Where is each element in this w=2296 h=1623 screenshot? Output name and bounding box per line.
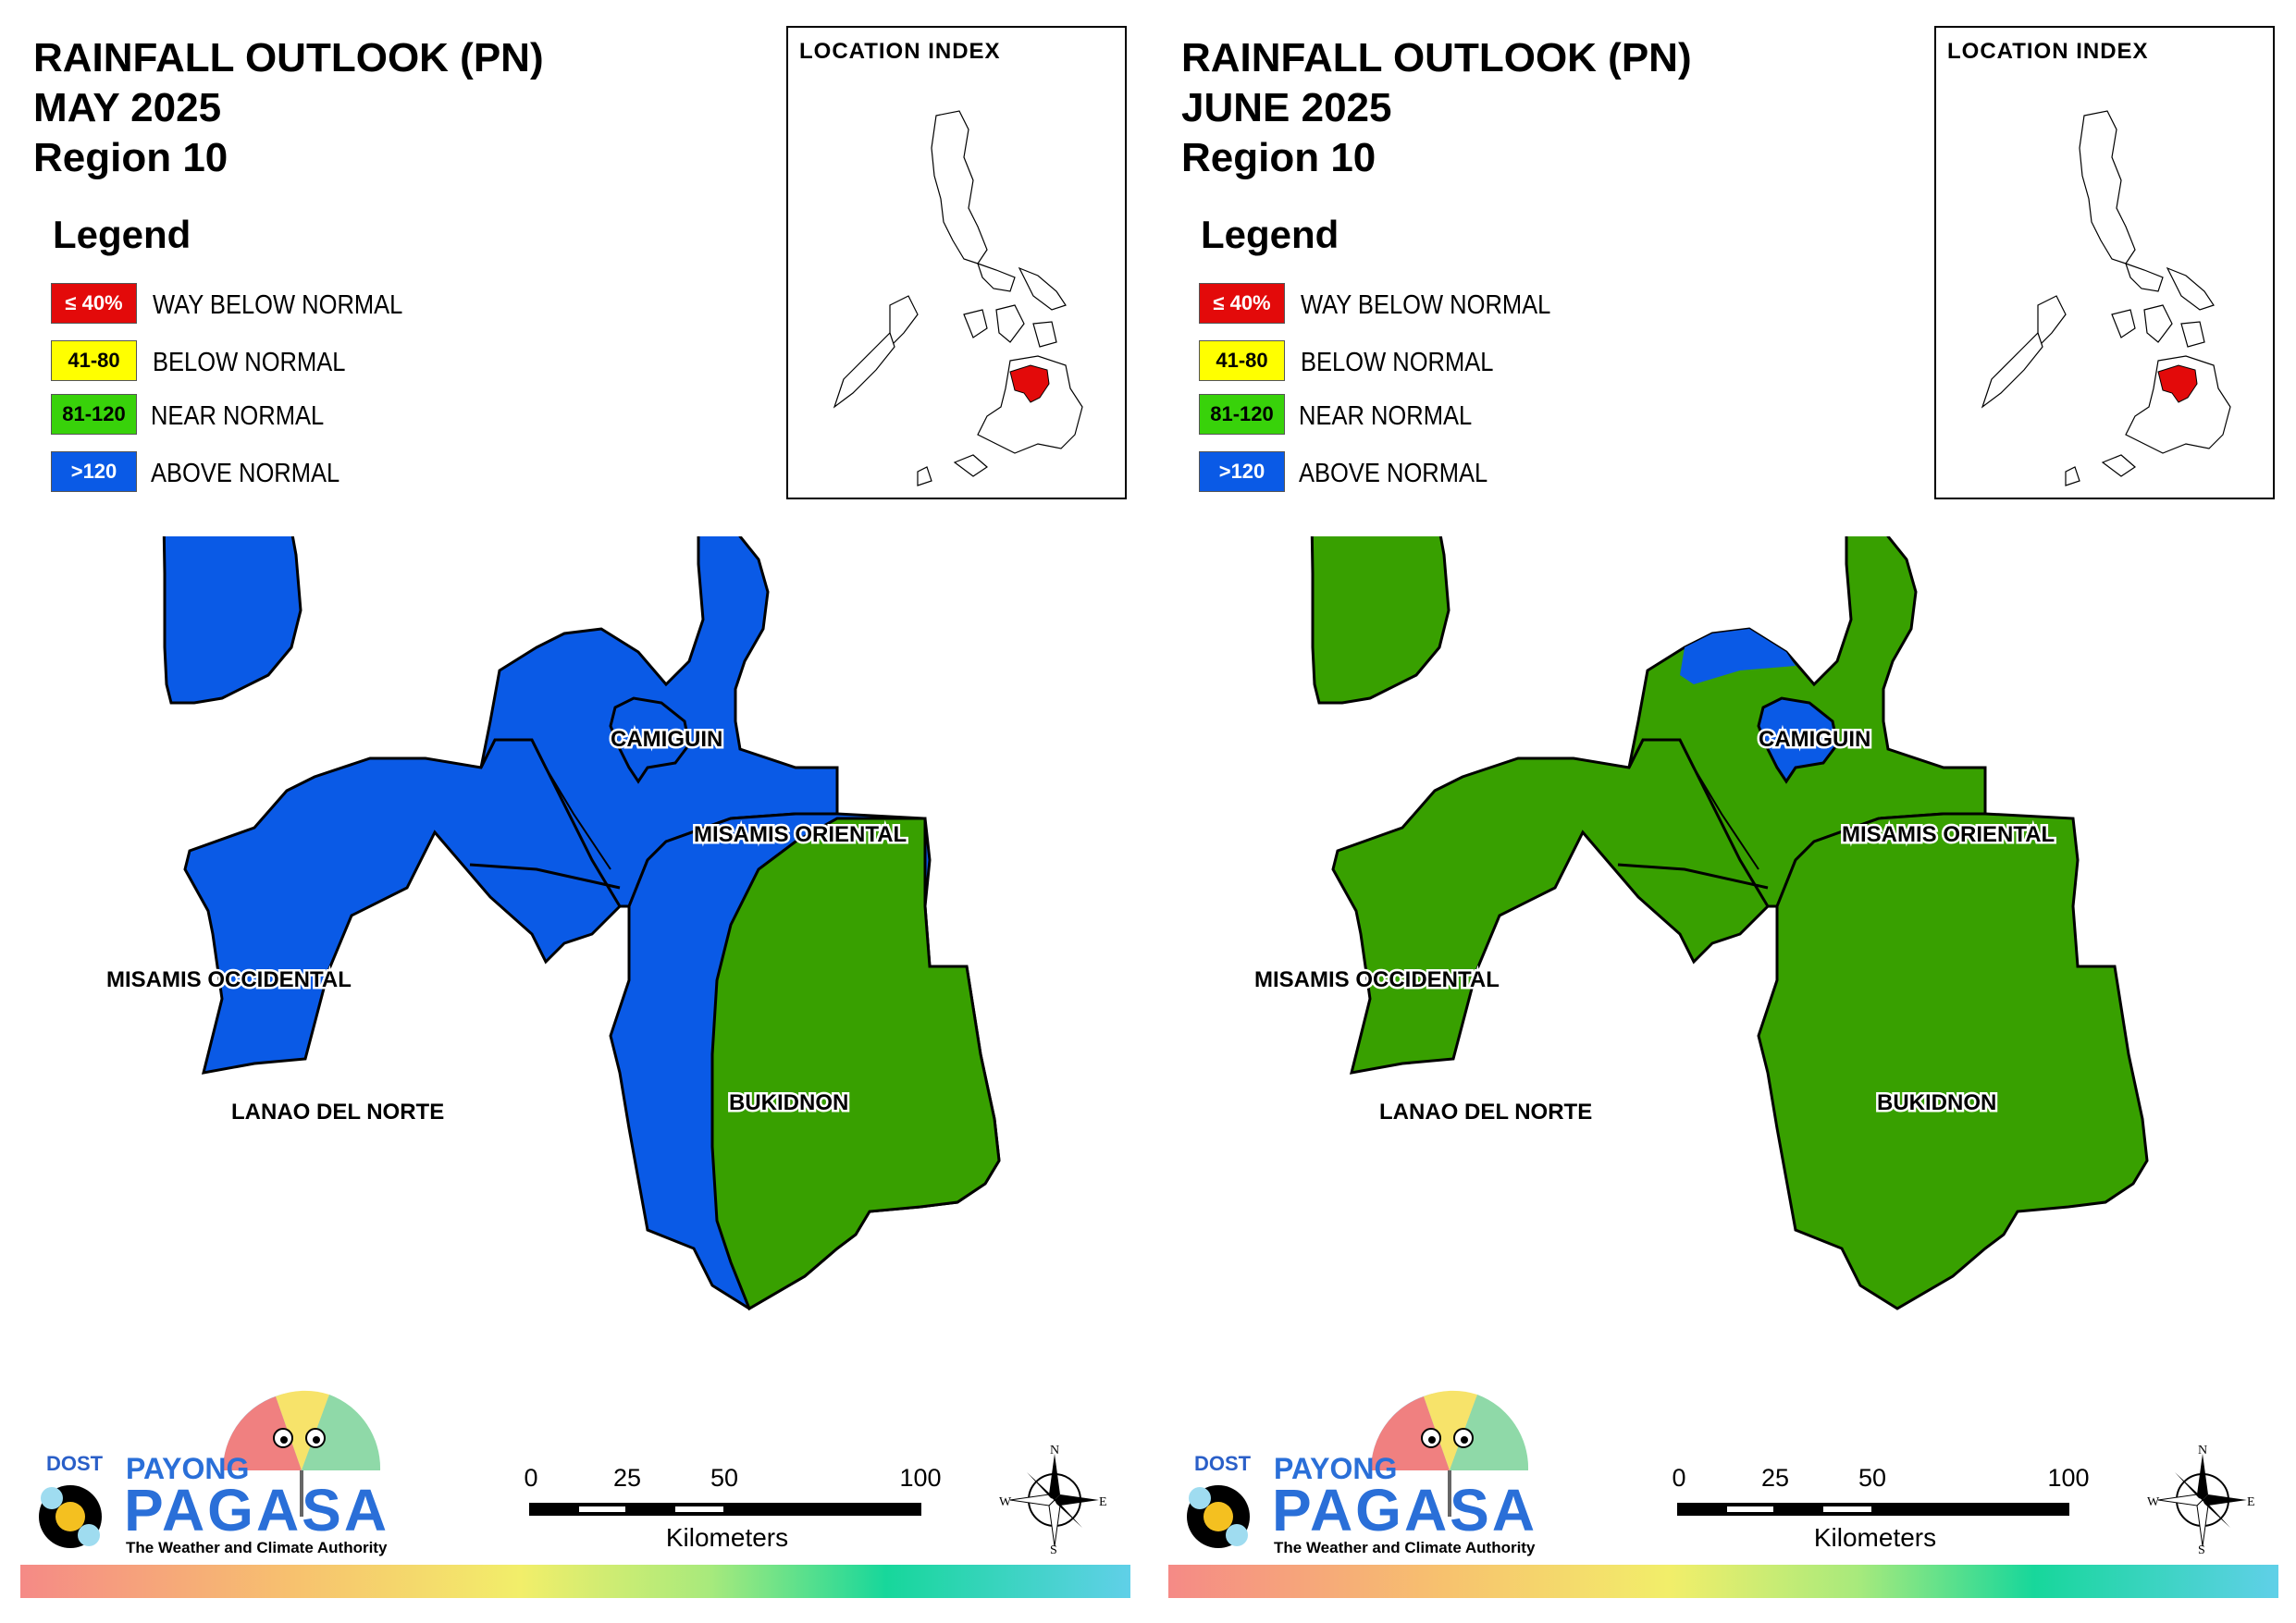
- legend-label: BELOW NORMAL: [153, 348, 346, 377]
- title-line2: JUNE 2025: [1181, 85, 1392, 130]
- philippines-index-map: [833, 110, 1083, 486]
- compass-w: W: [2147, 1495, 2160, 1509]
- title-line1: RAINFALL OUTLOOK (PN): [1181, 35, 1692, 80]
- province-misamis-occidental: [162, 536, 302, 705]
- logo-pagasa: PAGASA: [1272, 1477, 1538, 1543]
- scale-tick-0: 0: [524, 1464, 538, 1492]
- province-camiguin: [609, 696, 691, 784]
- legend-swatch: 41-80: [51, 340, 137, 381]
- compass-rose-icon: N E S W: [999, 1444, 1107, 1557]
- umbrella-mascot-icon: [39, 1390, 381, 1548]
- map-title: RAINFALL OUTLOOK (PN) MAY 2025 Region 10: [33, 33, 544, 183]
- legend-label: ABOVE NORMAL: [151, 459, 340, 488]
- location-index-inset: LOCATION INDEX: [786, 26, 1127, 499]
- umbrella-mascot-icon: [1187, 1390, 1529, 1548]
- region-10-map: CAMIGUIN MISAMIS ORIENTAL MISAMIS OCCIDE…: [105, 536, 1001, 1311]
- legend-heading: Legend: [53, 213, 191, 256]
- payong-pagasa-logo: DOST PAYONG PAGASA The Weather and Clima…: [1181, 1387, 1536, 1563]
- scale-tick-50: 50: [710, 1464, 739, 1492]
- map-panel-june: RAINFALL OUTLOOK (PN) JUNE 2025 Region 1…: [1148, 0, 2296, 1623]
- location-index-inset: LOCATION INDEX: [1934, 26, 2275, 499]
- philippines-index-map: [1981, 110, 2231, 486]
- scale-tick-50: 50: [1858, 1464, 1887, 1492]
- legend-swatch: 81-120: [1199, 394, 1285, 435]
- legend-label: WAY BELOW NORMAL: [153, 290, 403, 320]
- label-bukidnon: BUKIDNON: [1877, 1090, 1996, 1115]
- region-10-highlight: [2157, 364, 2198, 403]
- location-index-title: LOCATION INDEX: [799, 39, 1001, 64]
- legend-swatch: ≤ 40%: [1199, 283, 1285, 324]
- compass-s: S: [2198, 1543, 2205, 1554]
- scale-bar: 0 25 50 100 Kilometers: [524, 1457, 941, 1558]
- province-bukidnon: [1757, 812, 2149, 1310]
- province-misamis-occidental: [1310, 536, 1450, 705]
- region-10-map: CAMIGUIN MISAMIS ORIENTAL MISAMIS OCCIDE…: [1253, 536, 2149, 1310]
- label-misamis-occidental: MISAMIS OCCIDENTAL: [106, 967, 352, 992]
- logo-tagline: The Weather and Climate Authority: [1274, 1539, 1536, 1556]
- scale-tick-25: 25: [1760, 1464, 1790, 1492]
- bukidnon-near-normal-zone: [710, 817, 1001, 1311]
- compass-s: S: [1050, 1543, 1057, 1554]
- logo-pagasa: PAGASA: [124, 1477, 390, 1543]
- legend-swatch: 41-80: [1199, 340, 1285, 381]
- logo-payong: PAYONG: [1274, 1452, 1398, 1485]
- logo-tagline: The Weather and Climate Authority: [126, 1539, 388, 1556]
- scale-bar: 0 25 50 100 Kilometers: [1672, 1457, 2089, 1558]
- legend-label: NEAR NORMAL: [151, 401, 325, 431]
- label-misamis-occidental: MISAMIS OCCIDENTAL: [1254, 967, 1500, 992]
- map-title: RAINFALL OUTLOOK (PN) JUNE 2025 Region 1…: [1181, 33, 1692, 183]
- label-camiguin: CAMIGUIN: [611, 727, 722, 752]
- compass-n: N: [2198, 1444, 2207, 1457]
- footer-gradient-bar: [20, 1565, 1130, 1598]
- payong-pagasa-logo: DOST PAYONG PAGASA The Weather and Clima…: [33, 1387, 388, 1563]
- scale-bar-graphic: [529, 1503, 921, 1516]
- scale-bar-graphic: [1677, 1503, 2069, 1516]
- legend-label: WAY BELOW NORMAL: [1301, 290, 1551, 320]
- scale-tick-100: 100: [899, 1464, 942, 1492]
- label-misamis-oriental: MISAMIS ORIENTAL: [1842, 822, 2055, 847]
- label-camiguin: CAMIGUIN: [1759, 727, 1870, 752]
- logo-payong: PAYONG: [126, 1452, 250, 1485]
- location-index-title: LOCATION INDEX: [1947, 39, 2149, 64]
- legend-swatch: ≤ 40%: [51, 283, 137, 324]
- logo-dost: DOST: [46, 1452, 104, 1475]
- compass-w: W: [999, 1495, 1012, 1509]
- misamis-oriental-above-normal-tip: [1680, 629, 1796, 684]
- compass-e: E: [1099, 1495, 1107, 1509]
- north-arrow: N E S W: [2147, 1443, 2258, 1557]
- province-lanao-del-norte: [1331, 738, 1770, 1075]
- logo-dost: DOST: [1194, 1452, 1252, 1475]
- legend-swatch: >120: [51, 451, 137, 492]
- compass-e: E: [2247, 1495, 2255, 1509]
- label-bukidnon: BUKIDNON: [729, 1090, 848, 1115]
- legend-label: BELOW NORMAL: [1301, 348, 1494, 377]
- legend-swatch: 81-120: [51, 394, 137, 435]
- legend-label: ABOVE NORMAL: [1299, 459, 1488, 488]
- legend-swatch: >120: [1199, 451, 1285, 492]
- title-line1: RAINFALL OUTLOOK (PN): [33, 35, 544, 80]
- north-arrow: N E S W: [999, 1443, 1110, 1557]
- compass-rose-icon: N E S W: [2147, 1444, 2255, 1557]
- title-line2: MAY 2025: [33, 85, 222, 130]
- map-panel-may: RAINFALL OUTLOOK (PN) MAY 2025 Region 10…: [20, 26, 1130, 1598]
- title-line3: Region 10: [1181, 135, 1376, 180]
- scale-unit: Kilometers: [665, 1523, 789, 1552]
- scale-unit: Kilometers: [1813, 1523, 1937, 1552]
- footer-gradient-bar: [1168, 1565, 2278, 1598]
- province-lanao-del-norte: [183, 738, 622, 1075]
- scale-tick-0: 0: [1672, 1464, 1686, 1492]
- label-lanao-del-norte: LANAO DEL NORTE: [1379, 1100, 1592, 1125]
- legend-heading: Legend: [1201, 213, 1339, 256]
- scale-tick-100: 100: [2047, 1464, 2090, 1492]
- province-camiguin: [1757, 696, 1839, 784]
- title-line3: Region 10: [33, 135, 228, 180]
- scale-tick-25: 25: [612, 1464, 642, 1492]
- compass-n: N: [1050, 1444, 1059, 1457]
- label-misamis-oriental: MISAMIS ORIENTAL: [694, 822, 907, 847]
- legend-label: NEAR NORMAL: [1299, 401, 1473, 431]
- region-10-highlight: [1009, 364, 1050, 403]
- label-lanao-del-norte: LANAO DEL NORTE: [231, 1100, 444, 1125]
